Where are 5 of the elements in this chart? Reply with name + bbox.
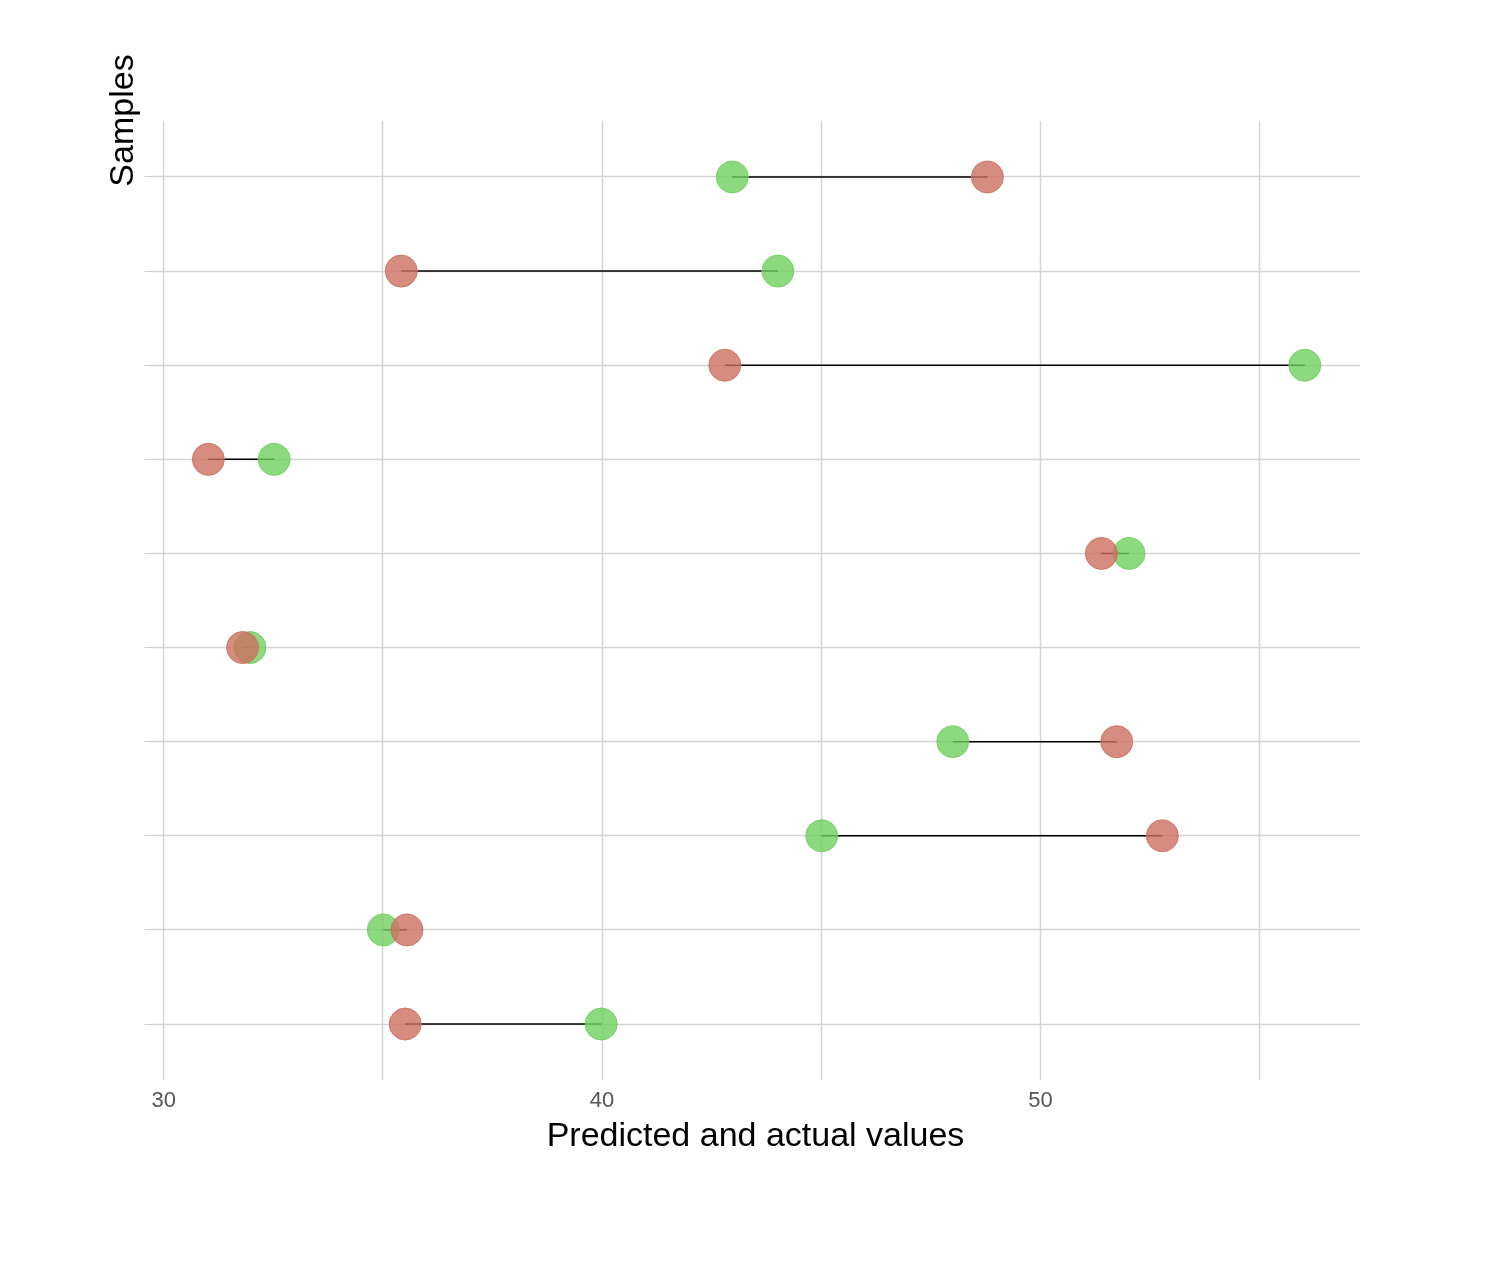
y-axis-title: Samples — [101, 54, 140, 187]
x-tick-label: 30 — [151, 1086, 176, 1112]
x-tick-label: 50 — [1028, 1086, 1053, 1112]
x-axis-title: Predicted and actual values — [546, 1114, 965, 1153]
x-tick-label: 40 — [589, 1086, 615, 1112]
